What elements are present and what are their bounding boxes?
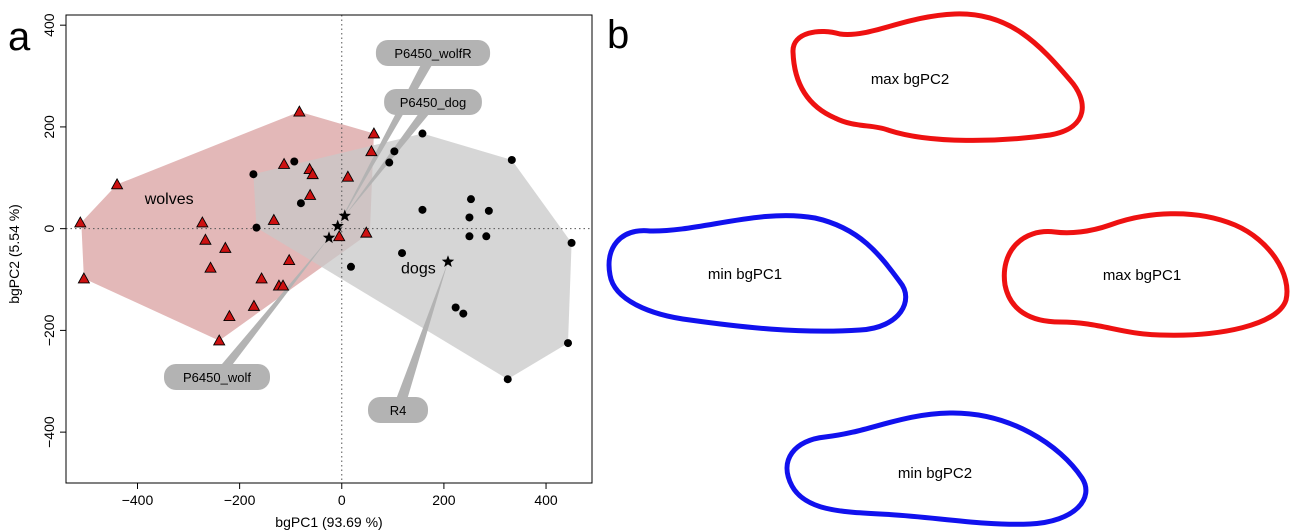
- max-bgpc1-outline: max bgPC1: [1001, 211, 1290, 338]
- wolf-point: [255, 272, 268, 284]
- callout-pointer: [392, 261, 448, 410]
- dog-point: [484, 206, 493, 215]
- dog-point: [451, 303, 460, 312]
- wolf-point: [360, 226, 373, 238]
- dog-point: [252, 223, 261, 232]
- callout-pointer: [344, 102, 439, 216]
- data-points: [74, 105, 576, 384]
- outline-shapes: max bgPC2 min bgPC1 max bgPC1 min bgPC2: [606, 11, 1290, 527]
- wolf-point: [196, 216, 209, 228]
- dog-point: [249, 170, 258, 179]
- y-tick-label: −200: [41, 314, 57, 346]
- y-tick-label: 0: [41, 225, 57, 233]
- wolf-point: [212, 334, 226, 346]
- plot-frame: [65, 14, 593, 484]
- wolf-point: [223, 309, 236, 321]
- dog-point: [465, 213, 474, 222]
- dog-point: [482, 232, 491, 241]
- star-point: [441, 255, 455, 267]
- dog-point: [563, 339, 572, 348]
- callout-label: P6450_wolfR: [394, 46, 471, 61]
- star-point: [322, 231, 336, 244]
- shape-label: max bgPC1: [1103, 267, 1181, 284]
- shape-label: min bgPC1: [708, 266, 782, 283]
- group-labels: wolves dogs: [144, 191, 436, 277]
- callout-label: R4: [390, 403, 407, 418]
- star-point: [331, 219, 344, 232]
- callouts: P6450_wolfR P6450_dog P6450_wolf R4: [164, 40, 491, 423]
- wolf-point: [276, 279, 290, 291]
- callout-box: [164, 364, 270, 390]
- dog-point: [346, 262, 355, 271]
- scatter-plot: P6450_wolfR P6450_dog P6450_wolf R4 wolves d…: [6, 13, 593, 530]
- dog-point: [465, 232, 474, 241]
- panel-b-label: b: [607, 13, 629, 57]
- y-tick-label: 400: [41, 13, 57, 37]
- dog-point: [418, 205, 427, 214]
- dog-point: [398, 249, 407, 258]
- wolf-point: [204, 261, 217, 273]
- dog-point: [418, 129, 427, 138]
- callout-pointer: [211, 237, 329, 377]
- wolf-point: [341, 170, 355, 182]
- x-tick-label: −400: [122, 492, 154, 508]
- dog-point: [296, 199, 305, 208]
- wolf-point: [277, 157, 291, 169]
- dog-point: [503, 375, 512, 384]
- callout-label: P6450_dog: [400, 95, 467, 110]
- shape-label: max bgPC2: [871, 71, 949, 88]
- wolf-point: [74, 216, 87, 228]
- dog-point: [290, 157, 299, 166]
- wolf-point: [219, 241, 232, 253]
- y-axis: −400 −200 0 200 400: [41, 13, 66, 448]
- x-tick-label: 400: [534, 492, 558, 508]
- callout-box: [375, 40, 491, 66]
- shape-label: min bgPC2: [898, 465, 972, 482]
- dogs-hull: [253, 133, 572, 380]
- group-hulls: [81, 111, 572, 380]
- y-tick-label: −400: [41, 416, 57, 448]
- panel-a-label: a: [8, 15, 31, 59]
- callout-label: P6450_wolf: [183, 370, 251, 385]
- wolf-point: [293, 105, 306, 117]
- wolf-point: [332, 229, 346, 242]
- dog-point: [459, 309, 468, 318]
- wolf-point: [199, 233, 212, 245]
- wolf-point: [267, 213, 281, 225]
- reference-lines: [66, 15, 592, 483]
- wolf-point: [365, 144, 378, 157]
- wolf-point: [303, 188, 317, 200]
- x-axis-title: bgPC1 (93.69 %): [275, 514, 382, 530]
- dog-point: [507, 155, 516, 164]
- star-point: [338, 209, 351, 222]
- dog-point: [466, 195, 475, 204]
- dog-point: [567, 238, 576, 247]
- dog-point: [390, 147, 399, 156]
- wolf-point: [77, 272, 91, 284]
- dogs-label: dogs: [401, 260, 436, 277]
- y-tick-label: 200: [41, 115, 57, 139]
- wolf-point: [110, 177, 124, 190]
- x-tick-label: −200: [224, 492, 256, 508]
- wolf-point: [306, 167, 319, 180]
- max-bgpc2-outline: max bgPC2: [790, 11, 1085, 143]
- wolf-point: [367, 127, 381, 139]
- x-axis: −400 −200 0 200 400: [122, 483, 558, 508]
- y-axis-title: bgPC2 (5.54 %): [6, 204, 22, 304]
- x-tick-label: 0: [338, 492, 346, 508]
- wolves-label: wolves: [144, 191, 194, 208]
- min-bgpc2-outline: min bgPC2: [784, 410, 1089, 527]
- callout-box: [368, 397, 428, 423]
- wolf-point: [282, 253, 296, 266]
- dog-point: [385, 158, 394, 167]
- min-bgpc1-outline: min bgPC1: [606, 213, 909, 334]
- callout-box: [384, 89, 482, 115]
- x-tick-label: 200: [432, 492, 456, 508]
- wolf-point: [247, 299, 261, 311]
